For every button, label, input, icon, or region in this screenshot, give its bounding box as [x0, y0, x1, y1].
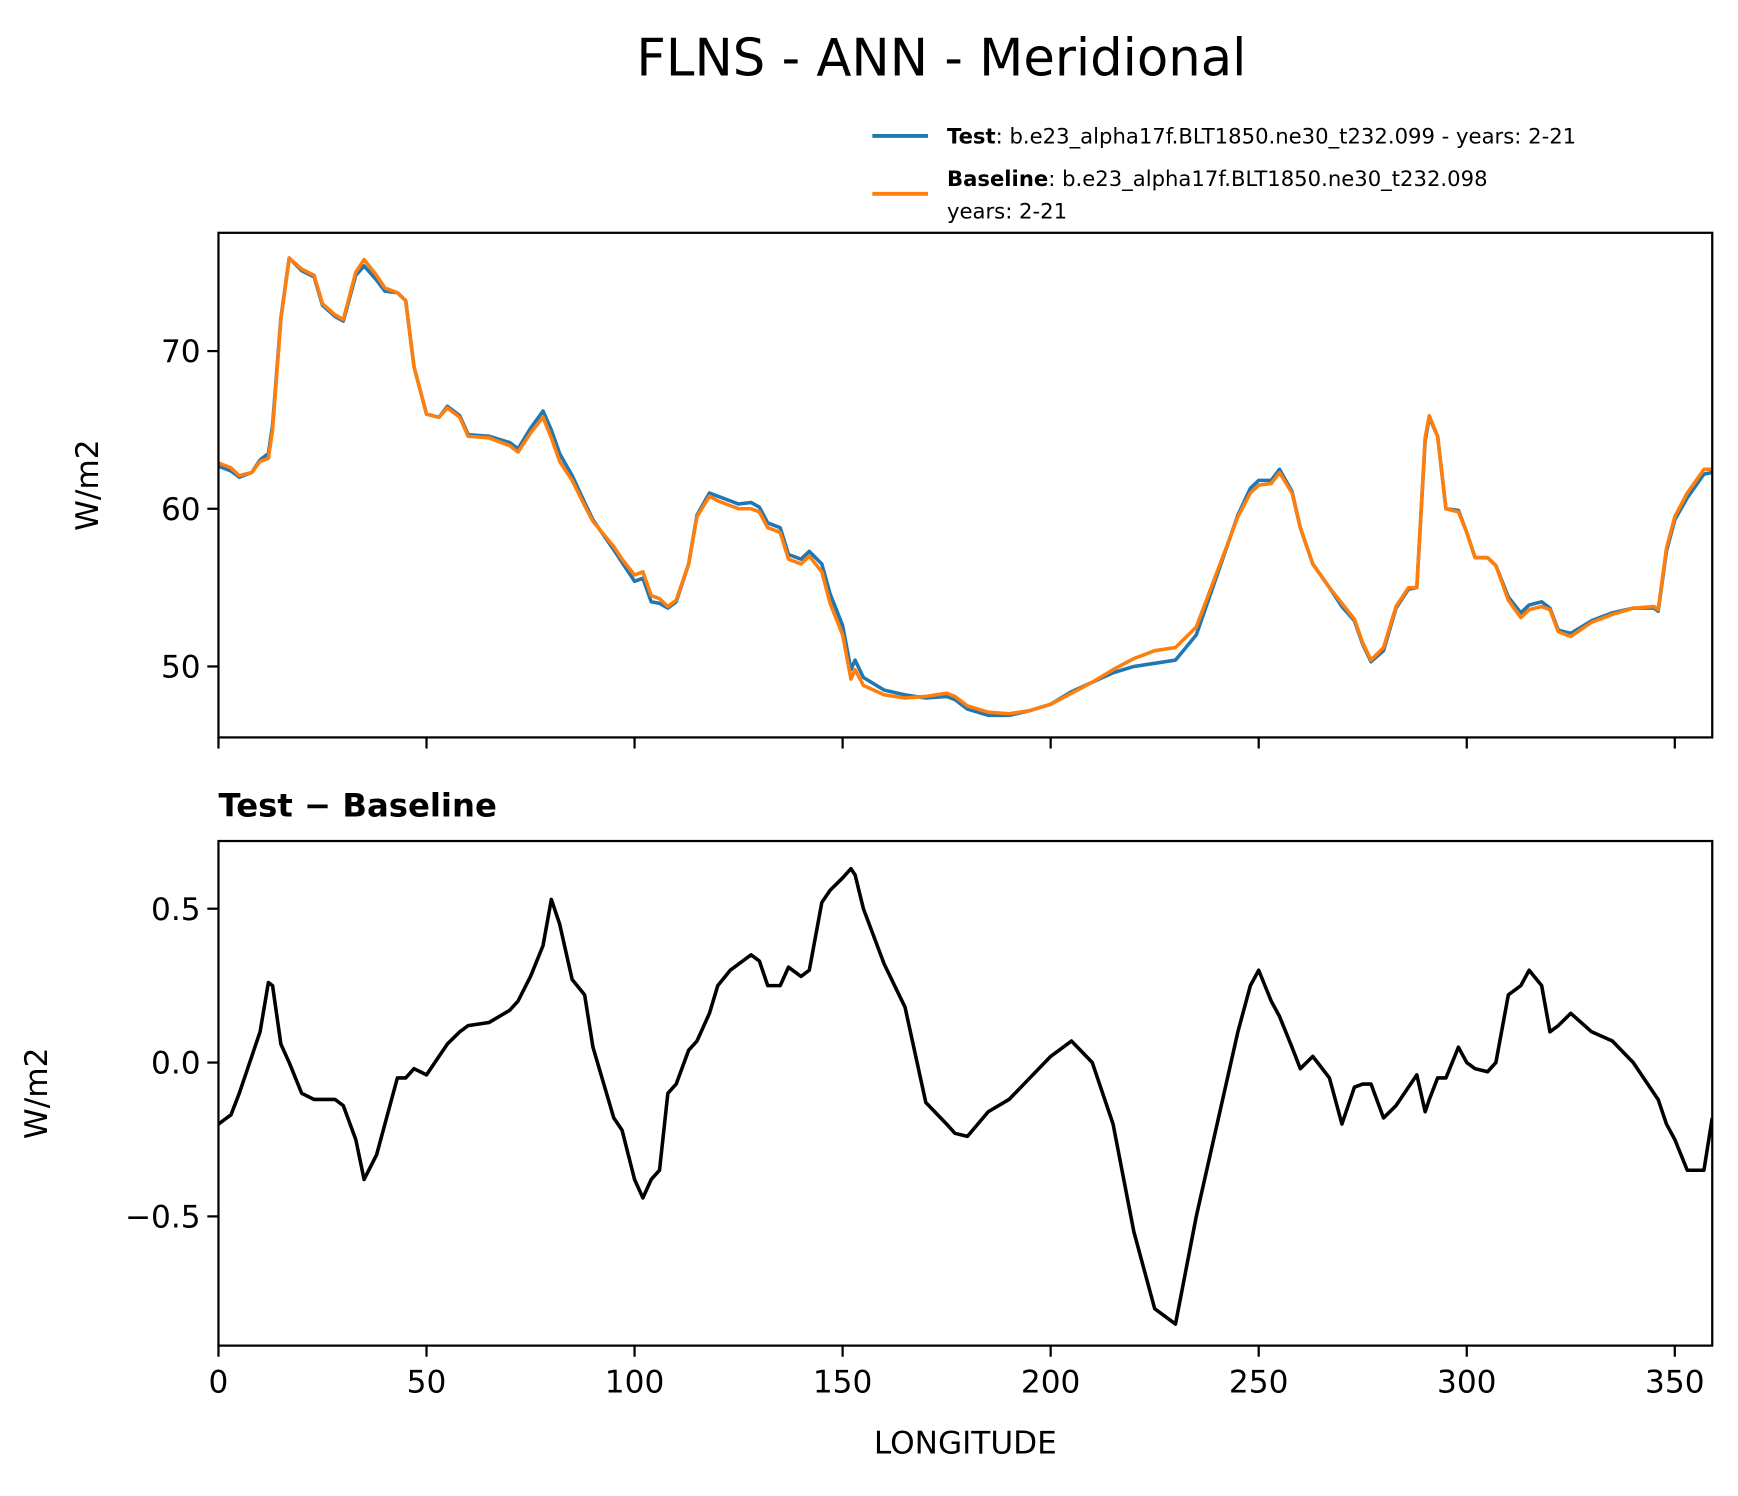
y-tick-label: 50 — [161, 650, 201, 686]
legend-description: : b.e23_alpha17f.BLT1850.ne30_t232.099 -… — [996, 124, 1576, 149]
axes-frame — [217, 231, 1714, 739]
axes-frame — [217, 839, 1714, 1347]
y-tick-label: 70 — [161, 334, 201, 370]
legend-name: Baseline — [947, 166, 1048, 191]
x-tick-label: 250 — [1229, 1364, 1289, 1400]
plot-area — [218, 256, 1713, 718]
x-tick-label: 0 — [209, 1364, 229, 1400]
x-tick-label: 150 — [813, 1364, 873, 1400]
x-axis-label: LONGITUDE — [874, 1426, 1057, 1462]
plot-area — [218, 866, 1713, 1326]
y-tick-label: 0.0 — [151, 1046, 201, 1082]
legend-description: : b.e23_alpha17f.BLT1850.ne30_t232.098 — [1048, 166, 1487, 191]
x-tick-label: 300 — [1437, 1364, 1497, 1400]
data-line — [218, 866, 1713, 1326]
legend-name: Test — [947, 124, 996, 149]
axes-title: Test − Baseline — [218, 787, 496, 825]
legend-label: Baseline: b.e23_alpha17f.BLT1850.ne30_t2… — [947, 166, 1488, 223]
legend-description: years: 2-21 — [947, 198, 1067, 223]
figure-title: FLNS - ANN - Meridional — [636, 29, 1246, 89]
y-axis-label: W/m2 — [70, 439, 106, 531]
x-tick-label: 100 — [605, 1364, 665, 1400]
y-tick-label: 60 — [161, 492, 201, 528]
x-tick-label: 350 — [1645, 1364, 1705, 1400]
data-line — [218, 256, 1713, 716]
x-tick-label: 50 — [407, 1364, 447, 1400]
y-tick-label: 0.5 — [151, 892, 201, 928]
legend-label: Test: b.e23_alpha17f.BLT1850.ne30_t232.0… — [947, 124, 1576, 149]
y-tick-label: −0.5 — [125, 1200, 201, 1236]
y-axis-label: W/m2 — [19, 1048, 55, 1140]
x-tick-label: 200 — [1021, 1364, 1081, 1400]
